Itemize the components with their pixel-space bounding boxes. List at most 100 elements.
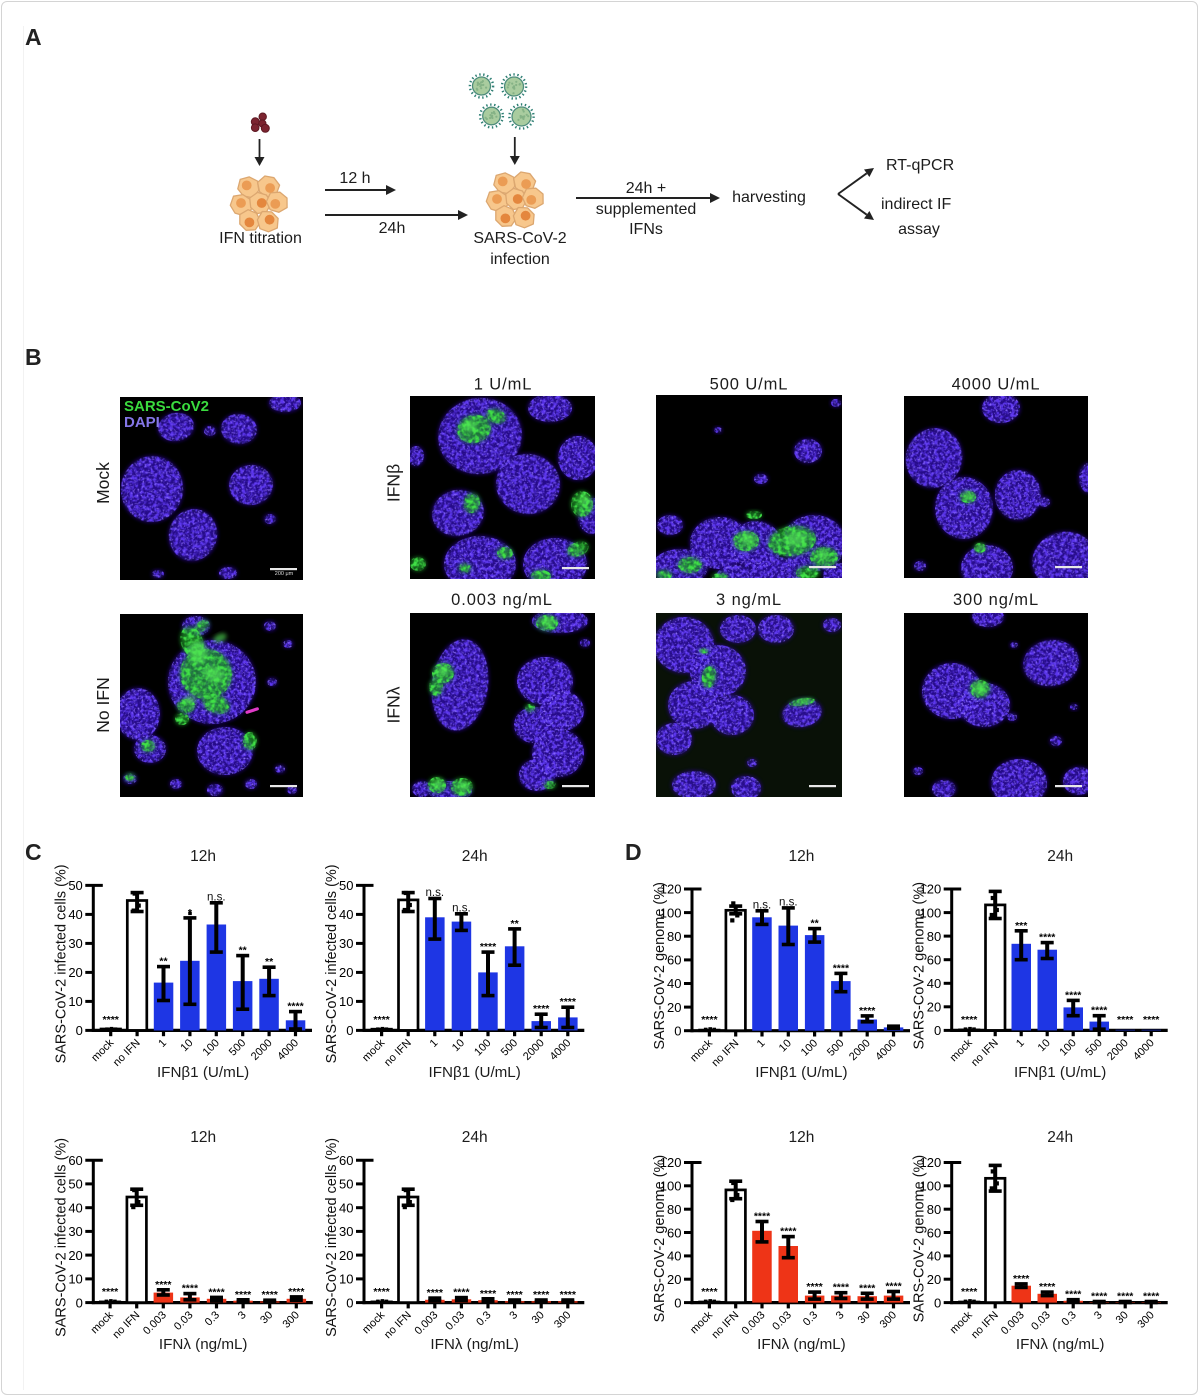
svg-text:IFNβ: IFNβ [384,464,404,502]
svg-text:120: 120 [919,1155,941,1170]
svg-text:****: **** [288,1286,305,1298]
svg-text:100: 100 [200,1037,221,1058]
svg-text:10: 10 [339,994,353,1009]
svg-text:****: **** [506,1289,523,1301]
svg-text:****: **** [701,1286,718,1298]
svg-text:no IFN: no IFN [382,1309,414,1341]
svg-text:2000: 2000 [847,1037,873,1063]
svg-text:IFN titration: IFN titration [219,230,302,247]
svg-text:SARS-CoV-2 infected cells (%): SARS-CoV-2 infected cells (%) [324,864,340,1063]
svg-text:0: 0 [674,1023,681,1038]
svg-text:1: 1 [428,1037,441,1050]
svg-text:20: 20 [68,965,82,980]
svg-text:1: 1 [755,1037,768,1050]
svg-text:120: 120 [919,882,941,897]
svg-text:no IFN: no IFN [969,1309,1001,1341]
svg-text:A: A [25,24,42,50]
svg-text:0.3: 0.3 [801,1309,820,1328]
svg-text:100: 100 [660,1179,682,1194]
svg-text:****: **** [1091,1005,1108,1017]
svg-text:20: 20 [667,1000,681,1015]
svg-text:50: 50 [68,1177,82,1192]
svg-text:****: **** [287,1001,304,1013]
svg-text:2000: 2000 [521,1037,547,1063]
svg-text:40: 40 [927,1249,941,1264]
svg-text:500 U/mL: 500 U/mL [710,376,789,394]
svg-text:50: 50 [339,878,353,893]
svg-text:0: 0 [76,1295,83,1310]
svg-text:***: *** [1015,920,1028,932]
svg-text:300 ng/mL: 300 ng/mL [953,591,1039,609]
svg-text:****: **** [1117,1014,1134,1026]
svg-text:300: 300 [280,1309,301,1330]
svg-text:120: 120 [660,882,682,897]
svg-text:Mock: Mock [93,462,113,504]
svg-text:****: **** [262,1289,279,1301]
svg-text:10: 10 [1036,1037,1053,1054]
svg-text:IFNβ1 (U/mL): IFNβ1 (U/mL) [1014,1064,1106,1081]
svg-text:****: **** [373,1014,390,1026]
svg-text:60: 60 [927,1225,941,1240]
svg-text:n.s.: n.s. [426,887,445,899]
svg-text:SARS-CoV-2 genome (%): SARS-CoV-2 genome (%) [652,882,668,1050]
svg-text:500: 500 [1083,1037,1104,1058]
svg-text:4000 U/mL: 4000 U/mL [952,376,1041,394]
svg-text:40: 40 [68,1200,82,1215]
svg-text:**: ** [159,956,168,968]
svg-text:60: 60 [339,1153,353,1168]
svg-text:IFNs: IFNs [629,221,663,238]
svg-text:****: **** [208,1286,225,1298]
svg-text:40: 40 [667,1249,681,1264]
svg-text:****: **** [1143,1291,1160,1303]
svg-text:****: **** [1039,1281,1056,1293]
svg-text:SARS-CoV-2 genome (%): SARS-CoV-2 genome (%) [912,1155,928,1323]
svg-text:DAPI: DAPI [124,414,160,431]
svg-text:24h: 24h [462,848,488,865]
svg-text:0: 0 [346,1295,353,1310]
svg-text:no IFN: no IFN [709,1309,741,1341]
svg-text:40: 40 [927,976,941,991]
svg-text:12 h: 12 h [339,170,370,187]
svg-text:30: 30 [856,1309,873,1326]
svg-text:2000: 2000 [1105,1037,1131,1063]
svg-text:D: D [625,839,642,865]
svg-text:****: **** [480,1288,497,1300]
svg-text:****: **** [859,1282,876,1294]
svg-text:1: 1 [156,1037,169,1050]
svg-text:1 U/mL: 1 U/mL [474,376,533,394]
svg-text:0.003: 0.003 [141,1309,169,1337]
svg-text:****: **** [859,1005,876,1017]
svg-text:****: **** [833,1282,850,1294]
svg-text:****: **** [155,1279,172,1291]
svg-text:****: **** [1039,932,1056,944]
svg-text:12h: 12h [190,848,216,865]
svg-text:100: 100 [919,905,941,920]
svg-text:20: 20 [339,1248,353,1263]
svg-text:200 μm: 200 μm [275,571,294,577]
svg-text:1: 1 [1014,1037,1027,1050]
svg-text:IFNβ1 (U/mL): IFNβ1 (U/mL) [157,1064,249,1081]
svg-text:30: 30 [1114,1309,1131,1326]
svg-text:12h: 12h [190,1129,216,1146]
svg-text:4000: 4000 [275,1037,301,1063]
svg-text:SARS-CoV-2 genome (%): SARS-CoV-2 genome (%) [652,1155,668,1323]
svg-text:0.3: 0.3 [203,1309,222,1328]
svg-text:****: **** [533,1003,550,1015]
svg-text:****: **** [102,1286,119,1298]
svg-text:2000: 2000 [249,1037,275,1063]
svg-text:10: 10 [339,1272,353,1287]
svg-text:**: ** [811,918,820,930]
svg-text:12h: 12h [789,848,815,865]
svg-text:no IFN: no IFN [969,1037,1001,1069]
svg-text:30: 30 [339,936,353,951]
svg-text:n.s.: n.s. [779,896,798,908]
svg-text:40: 40 [68,907,82,922]
svg-text:IFNβ1 (U/mL): IFNβ1 (U/mL) [429,1064,521,1081]
svg-text:SARS-CoV-2 genome (%): SARS-CoV-2 genome (%) [912,882,928,1050]
svg-text:60: 60 [667,953,681,968]
svg-text:80: 80 [667,929,681,944]
svg-text:****: **** [1065,1289,1082,1301]
svg-text:****: **** [754,1210,771,1222]
svg-text:3: 3 [236,1309,249,1322]
svg-text:3: 3 [1092,1309,1105,1322]
